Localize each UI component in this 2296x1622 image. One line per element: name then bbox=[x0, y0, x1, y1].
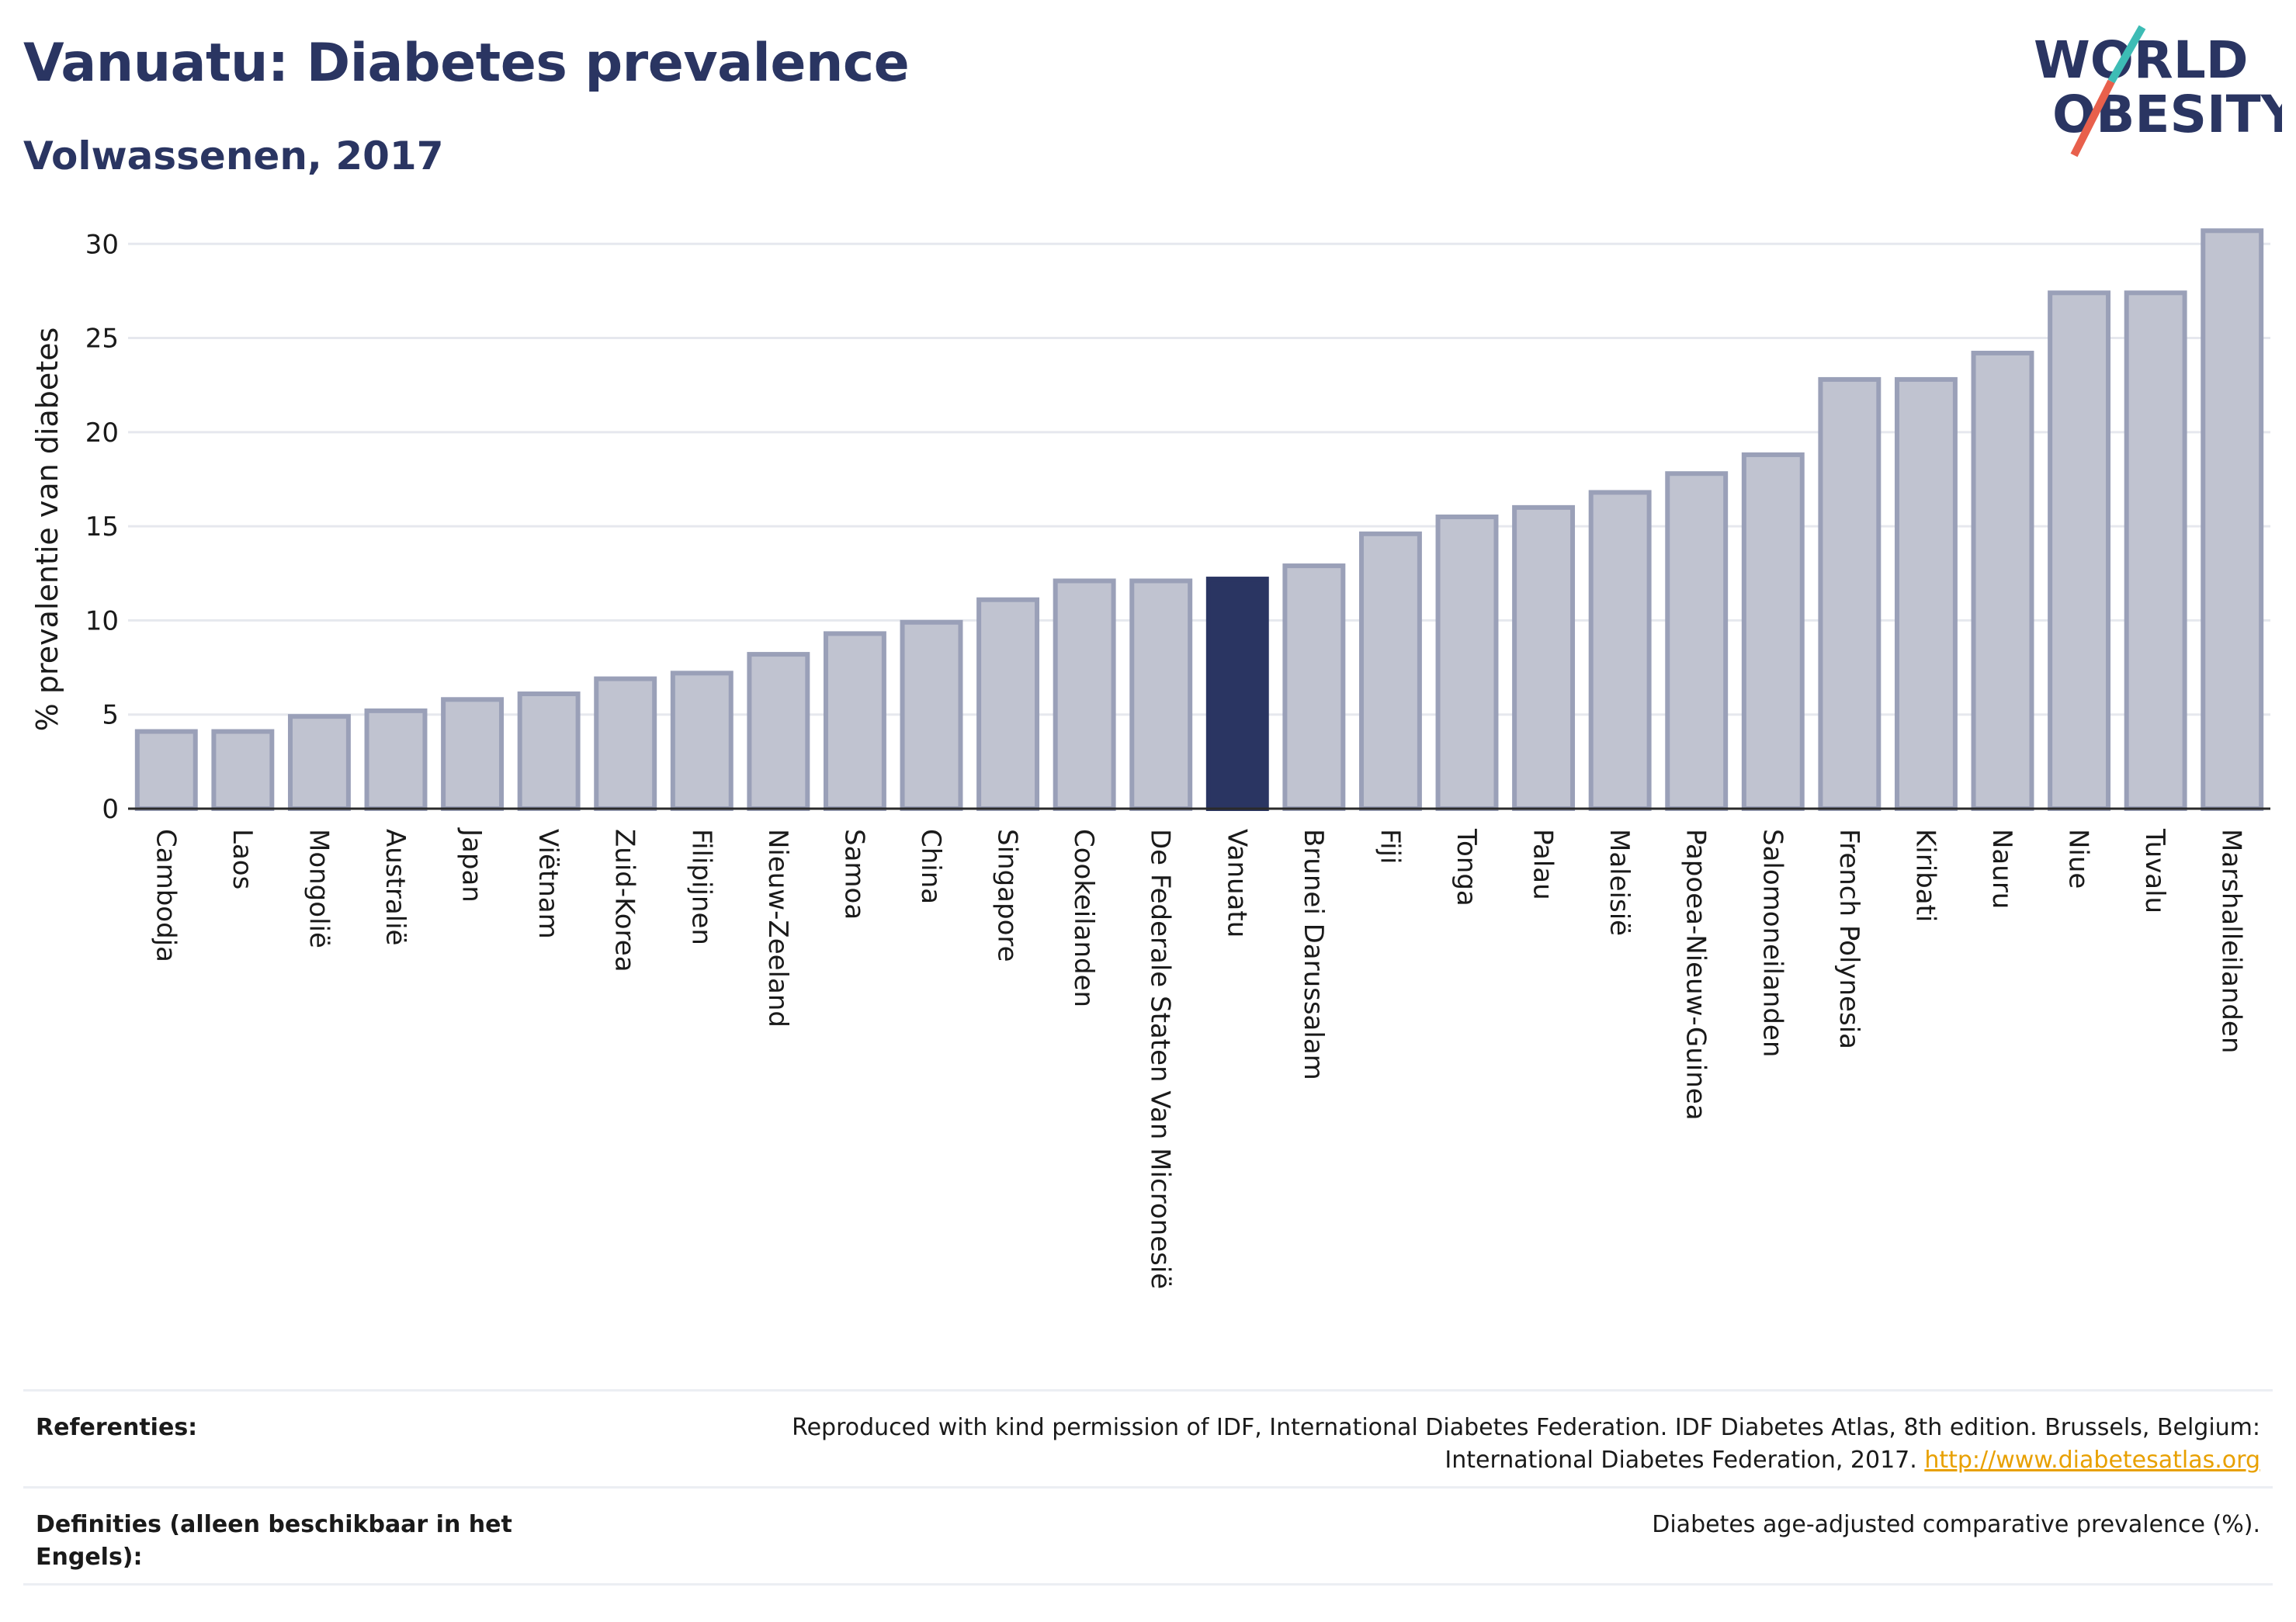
x-tick-label: China bbox=[915, 829, 946, 904]
y-tick-label: 0 bbox=[102, 794, 119, 825]
logo-line1: WORLD bbox=[2034, 30, 2249, 90]
bar bbox=[2124, 290, 2187, 811]
bar bbox=[441, 697, 505, 811]
y-axis-label: % prevalentie van diabetes bbox=[30, 328, 64, 732]
x-tick-label: Maleisië bbox=[1604, 829, 1635, 936]
bar bbox=[134, 729, 198, 811]
x-tick-label: Mongolië bbox=[303, 829, 334, 948]
bar bbox=[1512, 504, 1576, 811]
bar bbox=[1818, 376, 1882, 811]
bar bbox=[2201, 228, 2264, 811]
y-tick-label: 25 bbox=[85, 324, 119, 355]
bar bbox=[823, 631, 886, 812]
x-tick-label: Filipijnen bbox=[685, 829, 716, 945]
logo-slash-top bbox=[2107, 25, 2146, 84]
references-label: Referenties: bbox=[36, 1414, 198, 1441]
x-tick-label: Papoea-Nieuw-Guinea bbox=[1680, 829, 1712, 1121]
x-tick-label: Brunei Darussalam bbox=[1298, 829, 1329, 1080]
bar bbox=[594, 676, 657, 812]
y-tick-label: 15 bbox=[85, 511, 119, 542]
references-table: Referenties: Reproduced with kind permis… bbox=[23, 1389, 2273, 1586]
x-tick-label: Palau bbox=[1528, 829, 1559, 900]
bar bbox=[1053, 578, 1116, 811]
bar bbox=[2048, 290, 2111, 811]
x-tick-label: Kiribati bbox=[1909, 829, 1941, 922]
bar bbox=[287, 714, 351, 812]
x-tick-label: Zuid-Korea bbox=[609, 829, 640, 972]
x-tick-label: Cookeilanden bbox=[1068, 829, 1099, 1007]
y-tick-label: 5 bbox=[102, 700, 119, 731]
bar bbox=[1205, 577, 1269, 812]
bar bbox=[1282, 563, 1346, 812]
x-tick-label: Australië bbox=[380, 829, 411, 945]
x-tick-label: Samoa bbox=[838, 829, 869, 920]
x-tick-label: Nauru bbox=[1986, 829, 2017, 909]
definitions-value: Diabetes age-adjusted comparative preval… bbox=[1652, 1511, 2260, 1538]
bar bbox=[364, 708, 428, 812]
bar bbox=[670, 671, 734, 811]
bar bbox=[1665, 471, 1729, 812]
bar bbox=[1971, 350, 2034, 811]
x-tick-label: Vanuatu bbox=[1221, 829, 1252, 938]
bar bbox=[517, 691, 581, 812]
x-tick-label: Viëtnam bbox=[532, 829, 564, 939]
logo-slash-bottom bbox=[2070, 79, 2115, 158]
y-tick-label: 30 bbox=[85, 229, 119, 260]
chart-subtitle: Volwassenen, 2017 bbox=[23, 133, 444, 178]
x-tick-label: Salomoneilanden bbox=[1757, 829, 1788, 1057]
world-obesity-logo: WORLD OBESITY bbox=[2034, 25, 2282, 158]
references-link[interactable]: http://www.diabetesatlas.org bbox=[1924, 1447, 2260, 1474]
x-tick-label: Cambodja bbox=[150, 829, 181, 962]
x-tick-label: Singapore bbox=[992, 829, 1023, 962]
bar bbox=[1741, 452, 1805, 811]
bar bbox=[1358, 531, 1422, 812]
x-tick-label: Tuvalu bbox=[2139, 828, 2170, 913]
bar bbox=[900, 619, 963, 811]
definitions-label: Definities (alleen beschikbaar in het En… bbox=[36, 1511, 512, 1571]
bar bbox=[1894, 376, 1958, 811]
chart-title: Vanuatu: Diabetes prevalence bbox=[23, 33, 910, 94]
definitions-row: Definities (alleen beschikbaar in het En… bbox=[23, 1486, 2273, 1586]
x-tick-label: Niue bbox=[2063, 829, 2094, 889]
y-tick-label: 20 bbox=[85, 418, 119, 449]
bar bbox=[976, 597, 1040, 811]
bar bbox=[211, 729, 275, 811]
x-tick-label: Marshalleilanden bbox=[2216, 829, 2247, 1053]
bar-chart: 0 5 10 15 20 25 30 % prevalentie van diabetes Ca… bbox=[30, 228, 2270, 1289]
x-tick-label: Fiji bbox=[1374, 829, 1405, 864]
references-row: Referenties: Reproduced with kind permis… bbox=[23, 1389, 2273, 1486]
bar bbox=[1129, 578, 1193, 811]
references-text: Reproduced with kind permission of IDF, … bbox=[792, 1414, 2260, 1474]
x-tick-label: Nieuw-Zeeland bbox=[762, 829, 793, 1028]
bar bbox=[1435, 515, 1499, 811]
x-tick-label: Japan bbox=[456, 827, 487, 903]
y-tick-label: 10 bbox=[85, 605, 119, 636]
x-tick-label: French Polynesia bbox=[1833, 829, 1864, 1049]
references-value: Reproduced with kind permission of IDF, … bbox=[708, 1412, 2260, 1477]
x-tick-label: Laos bbox=[227, 829, 258, 889]
x-tick-label: De Federale Staten Van Micronesië bbox=[1145, 829, 1176, 1289]
bar bbox=[1588, 490, 1652, 812]
bar bbox=[747, 652, 810, 811]
x-tick-label: Tonga bbox=[1451, 828, 1482, 906]
